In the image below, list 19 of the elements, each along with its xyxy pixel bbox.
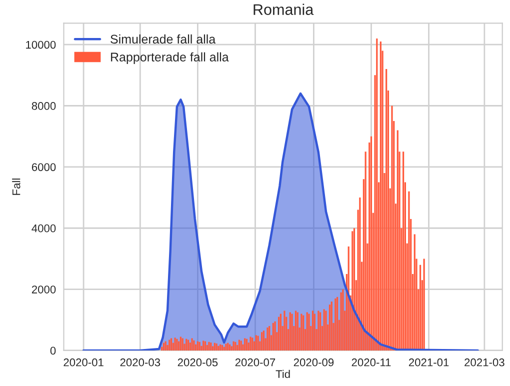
x-tick-label: 2020-01 (64, 358, 104, 366)
y-tick-label: 0 (50, 346, 56, 355)
chart-title: Romania (254, 4, 314, 15)
y-tick-label: 4000 (32, 224, 56, 232)
x-tick-label: 2020-03 (120, 358, 160, 366)
legend-label: Simulerade fall alla (110, 34, 216, 44)
y-tick-label: 2000 (32, 286, 56, 294)
x-tick-label: 2020-09 (294, 358, 334, 366)
y-tick-label: 10000 (26, 40, 56, 49)
legend-label: Rapporterade fall alla (111, 52, 229, 64)
x-tick-label: 2021-03 (464, 358, 504, 366)
y-tick-label: 6000 (32, 163, 56, 172)
x-tick-label: 2020-07 (235, 358, 276, 366)
x-tick-label: 2020-11 (352, 358, 391, 366)
y-axis-title: Fall (12, 178, 20, 195)
x-axis-title: Tid (276, 370, 290, 378)
x-tick-label: 2020-05 (178, 358, 218, 366)
y-tick-label: 8000 (32, 102, 56, 110)
x-tick-label: 2021-01 (408, 358, 449, 366)
